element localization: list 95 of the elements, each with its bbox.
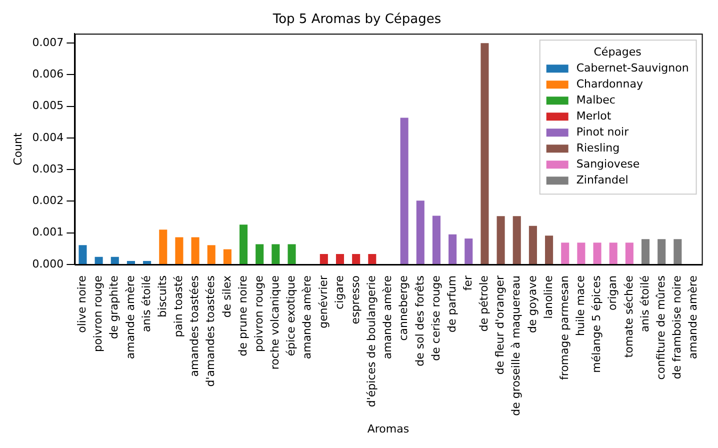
legend-label: Merlot xyxy=(576,109,612,122)
x-tick-label: amande amère xyxy=(381,275,394,360)
bar xyxy=(416,200,424,264)
legend-label: Chardonnay xyxy=(576,77,644,90)
y-tick-label: 0.007 xyxy=(32,36,64,49)
y-tick-label: 0.002 xyxy=(32,194,64,208)
legend-label: Cabernet-Sauvignon xyxy=(576,61,689,74)
x-tick-label: de pétrole xyxy=(478,275,491,332)
bar xyxy=(352,254,360,264)
x-tick-label: tomate séchée xyxy=(622,275,636,358)
legend-label: Malbec xyxy=(576,93,616,106)
y-tick-label: 0.005 xyxy=(32,99,64,112)
bar xyxy=(126,260,135,264)
bar xyxy=(320,254,328,264)
bar xyxy=(432,216,440,264)
x-tick-label: pain toasté xyxy=(172,275,186,338)
bar xyxy=(658,239,666,264)
bar xyxy=(641,239,650,264)
x-tick-label: amande amère xyxy=(124,275,137,360)
bar xyxy=(528,226,537,264)
x-tick-label: de silex xyxy=(220,274,234,318)
y-tick-label: 0.006 xyxy=(32,68,64,81)
bar xyxy=(400,118,408,264)
x-tick-label: amande amère xyxy=(686,275,700,360)
x-tick-label: espresso xyxy=(348,275,362,324)
x-tick-label: anis étoilé xyxy=(638,275,652,332)
x-tick-label: fer xyxy=(461,274,474,291)
x-tick-label: lanoline xyxy=(542,275,555,319)
bar xyxy=(609,242,618,264)
bar xyxy=(143,260,152,264)
x-tick-label: genévrier xyxy=(316,274,330,328)
bar xyxy=(674,239,682,264)
bar xyxy=(191,237,200,264)
legend-label: Sangiovese xyxy=(576,157,640,170)
x-tick-label: de goyave xyxy=(526,275,539,333)
x-tick-label: roche volcanique xyxy=(268,275,282,370)
bar xyxy=(593,242,602,264)
y-tick-label: 0.004 xyxy=(32,130,64,144)
x-tick-label: d'amandes toastées xyxy=(204,275,218,387)
x-tick-label: mélange 5 épices xyxy=(590,275,604,373)
bar xyxy=(159,230,168,264)
y-tick-label: 0.001 xyxy=(32,226,64,239)
x-tick-label: de framboise noire xyxy=(670,275,684,380)
bar xyxy=(368,254,376,264)
bar xyxy=(240,224,248,264)
chart-title: Top 5 Aromas by Cépages xyxy=(272,12,442,28)
bar xyxy=(336,254,344,264)
x-tick-label: de fleur d'oranger xyxy=(494,274,507,375)
bar xyxy=(110,256,119,264)
x-tick-label: poivron rouge xyxy=(252,275,266,352)
x-tick-label: d'épices de boulangerie xyxy=(365,275,378,408)
x-tick-label: biscuits xyxy=(156,275,169,318)
x-tick-label: huile mace xyxy=(574,275,588,336)
legend-label: Pinot noir xyxy=(576,125,630,138)
bar xyxy=(256,244,264,264)
bar xyxy=(577,242,586,264)
x-tick-label: de cerise rouge xyxy=(429,275,442,361)
bar xyxy=(175,237,184,264)
x-tick-label: confiture de mûres xyxy=(654,275,668,380)
legend-label: Riesling xyxy=(576,141,620,154)
bar xyxy=(94,256,103,264)
bar xyxy=(464,238,473,264)
bar xyxy=(207,245,216,264)
x-tick-label: poivron rouge xyxy=(92,275,105,352)
x-tick-label: de sol des forêts xyxy=(413,275,426,366)
bar xyxy=(545,236,554,264)
x-tick-label: origan xyxy=(606,275,620,310)
bar xyxy=(272,244,280,264)
x-tick-label: cigare xyxy=(332,275,346,310)
x-tick-label: épice exotique xyxy=(284,275,298,356)
y-axis-title: Count xyxy=(11,132,24,166)
bar xyxy=(223,249,232,264)
x-tick-label: de prune noire xyxy=(236,275,250,356)
bar xyxy=(496,216,505,264)
x-tick-label: canneberge xyxy=(397,275,410,341)
legend-label: Zinfandel xyxy=(576,173,628,186)
bar xyxy=(512,216,521,264)
x-tick-label: de parfum xyxy=(445,275,458,333)
x-tick-label: de graphite xyxy=(108,275,121,340)
bar xyxy=(625,242,634,264)
legend-title: Cépages xyxy=(594,45,642,58)
bar xyxy=(448,234,457,264)
x-tick-label: amande amère xyxy=(300,275,314,360)
x-tick-label: de groseille à maquereau xyxy=(510,275,523,416)
x-axis-title: Aromas xyxy=(367,422,410,436)
y-tick-label: 0.003 xyxy=(32,162,64,176)
x-tick-label: anis étoilé xyxy=(140,275,153,332)
bar xyxy=(78,245,87,264)
bar xyxy=(561,242,570,264)
bar xyxy=(288,244,296,264)
y-tick-label: 0.000 xyxy=(32,257,64,270)
x-tick-label: amandes toastées xyxy=(188,275,202,377)
bar xyxy=(480,43,489,264)
x-tick-label: olive noire xyxy=(76,275,89,333)
x-tick-label: fromage parmesan xyxy=(558,275,571,380)
